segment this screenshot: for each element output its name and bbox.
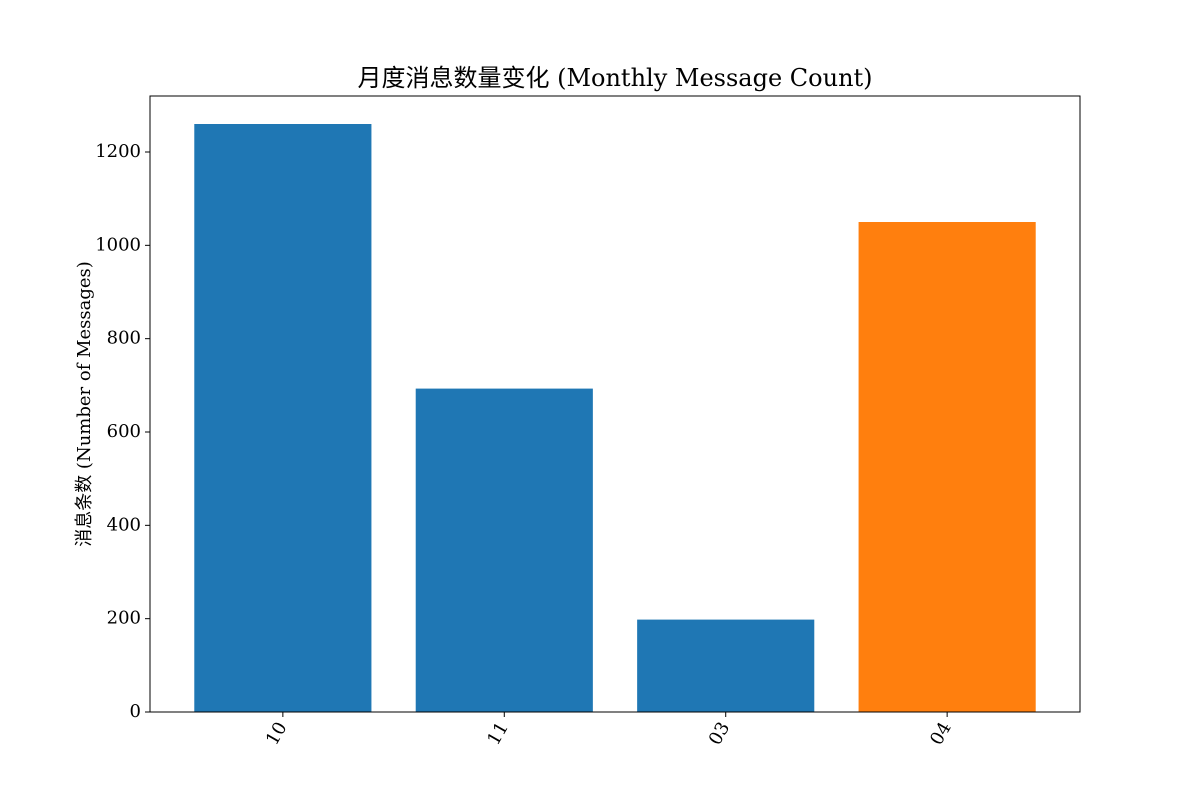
y-tick-label-0: 0 [130,701,141,722]
y-tick-label-1000: 1000 [95,234,141,255]
x-tick-label-04: 04 [926,719,956,749]
bar-04 [858,222,1036,712]
x-tick-label-03: 03 [705,719,735,749]
y-tick-label-600: 600 [107,421,141,442]
bar-11 [415,388,593,712]
y-tick-label-1200: 1200 [95,141,141,162]
plot-area: 10 11 03 04 0 200 400 600 800 1000 1200 [95,95,1081,749]
bar-03 [637,619,815,712]
y-tick-label-400: 400 [107,514,141,535]
x-tick-label-10: 10 [262,719,292,749]
y-tick-label-800: 800 [107,328,141,349]
bar-10 [194,124,372,712]
y-tick-label-200: 200 [107,608,141,629]
y-axis-label: 消息条数 (Number of Messages) [74,261,95,547]
x-tick-label-11: 11 [483,719,513,749]
plot-frame [149,95,1081,713]
chart-title: 月度消息数量变化 (Monthly Message Count) [357,64,872,92]
